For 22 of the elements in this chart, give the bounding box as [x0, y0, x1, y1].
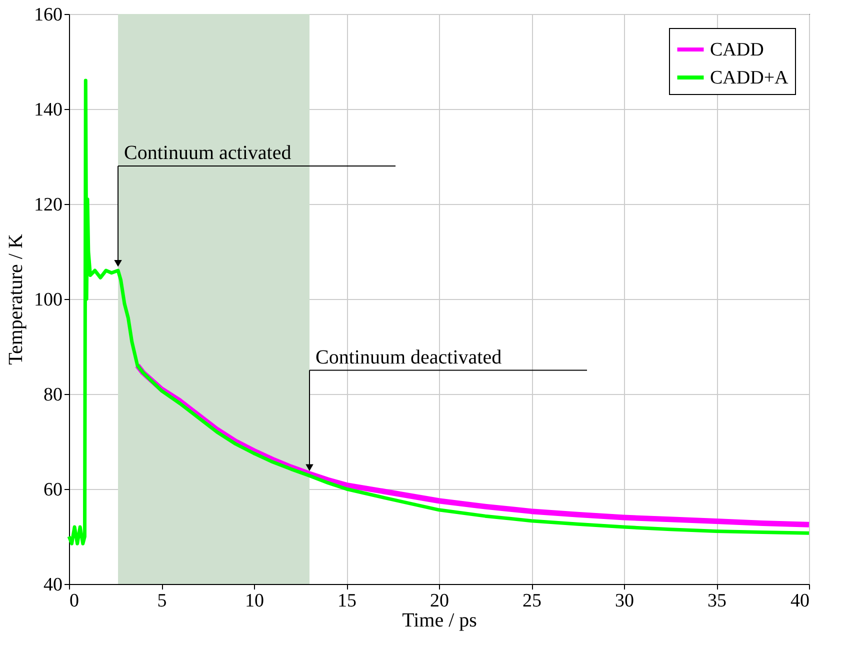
y-tick-label: 120 — [34, 194, 62, 216]
y-tick-label: 160 — [34, 4, 62, 26]
x-tick-label: 20 — [430, 590, 449, 612]
y-axis-title: Temperature / K — [5, 234, 27, 365]
legend-label: CADD — [710, 40, 764, 60]
x-tick-label: 15 — [338, 590, 356, 612]
legend-label: CADD+A — [710, 68, 789, 88]
x-tick-label: 25 — [522, 590, 542, 612]
y-tick-label: 80 — [44, 384, 62, 406]
x-axis-title: Time / ps — [402, 610, 478, 632]
x-tick-label: 35 — [708, 590, 726, 612]
y-tick-label: 40 — [44, 574, 62, 596]
x-tick-label: 40 — [790, 590, 810, 612]
x-tick-label: 10 — [245, 590, 264, 612]
x-tick-label: 30 — [615, 590, 634, 612]
y-tick-label: 60 — [44, 480, 62, 500]
y-tick-label: 100 — [34, 290, 62, 310]
annotation: Continuum deactivated — [316, 346, 502, 368]
annotation: Continuum activated — [124, 142, 292, 164]
x-tick-label: 5 — [157, 590, 167, 612]
y-tick-label: 140 — [34, 100, 62, 120]
x-tick-label: 0 — [70, 590, 79, 612]
